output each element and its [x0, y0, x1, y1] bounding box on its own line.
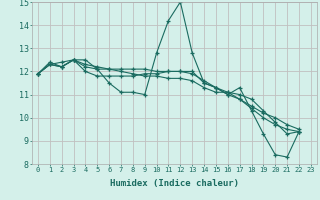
X-axis label: Humidex (Indice chaleur): Humidex (Indice chaleur): [110, 179, 239, 188]
